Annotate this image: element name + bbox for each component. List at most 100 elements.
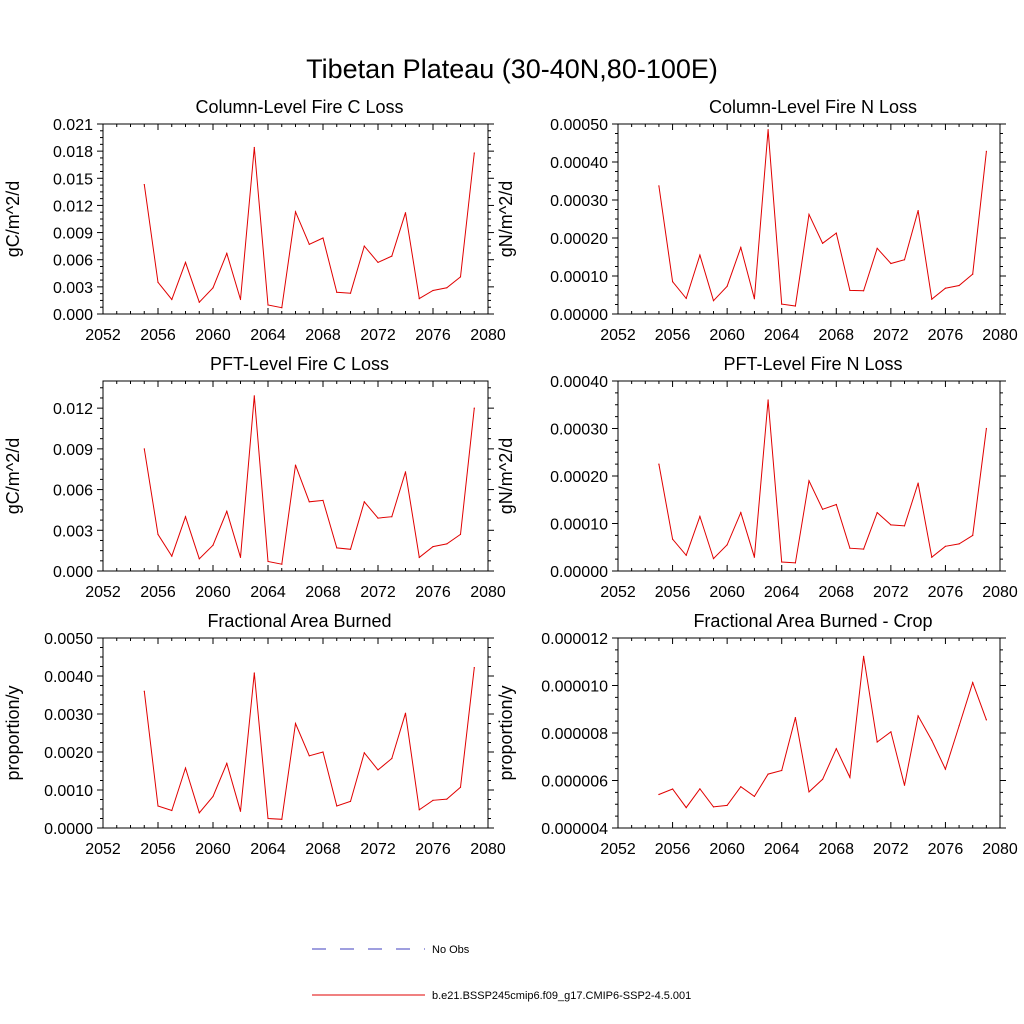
data-point — [726, 544, 728, 546]
data-point — [903, 525, 906, 527]
panel-title: PFT-Level Fire N Loss — [723, 354, 902, 374]
data-point — [808, 213, 810, 215]
data-point — [267, 560, 269, 563]
x-tick-label: 2064 — [764, 841, 800, 858]
data-point — [267, 304, 269, 306]
x-tick-label: 2068 — [818, 327, 854, 344]
data-point — [418, 298, 420, 300]
panel-title: Column-Level Fire C Loss — [195, 97, 403, 117]
x-tick-label: 2060 — [195, 327, 231, 344]
data-point — [849, 289, 851, 291]
series-line — [658, 656, 987, 809]
data-point — [473, 407, 475, 409]
y-tick-label: 0.000012 — [541, 631, 608, 648]
data-point — [322, 751, 324, 753]
data-point — [672, 538, 674, 540]
data-point — [890, 262, 892, 265]
x-tick-label: 2064 — [250, 841, 286, 858]
panel-1: 2052 2056 2060 2064 2068 2072 2076 2080 0.000 0.0… — [3, 97, 506, 344]
data-point — [171, 809, 173, 812]
y-tick-label: 0.00000 — [550, 307, 608, 324]
data-point — [281, 818, 283, 820]
data-point — [808, 480, 810, 482]
data-point — [143, 448, 145, 450]
x-tick-label: 2080 — [470, 841, 506, 858]
data-point — [835, 748, 837, 750]
data-point — [308, 501, 310, 503]
x-tick-label: 2076 — [415, 584, 451, 601]
data-point — [726, 285, 728, 287]
data-point — [459, 533, 462, 536]
data-point — [958, 725, 960, 727]
data-point — [239, 556, 242, 559]
x-tick-label: 2068 — [305, 584, 341, 601]
y-tick-label: 0.0040 — [44, 669, 93, 686]
data-point — [363, 501, 365, 503]
data-point — [863, 548, 865, 550]
data-point — [171, 298, 173, 301]
data-point — [972, 534, 974, 537]
y-tick-label: 0.00020 — [550, 469, 608, 486]
data-point — [391, 757, 393, 760]
data-point — [184, 767, 187, 769]
data-point — [253, 672, 255, 674]
data-point — [712, 300, 715, 302]
data-point — [876, 741, 878, 743]
panel-6: 2052 2056 2060 2064 2068 2072 2076 2080 0.000004… — [496, 611, 1018, 858]
panel-4: 2052 2056 2060 2064 2068 2072 2076 2080 0.00000 0… — [496, 354, 1018, 601]
data-point — [753, 795, 756, 798]
x-tick-label: 2072 — [873, 584, 909, 601]
plot-frame — [102, 380, 489, 572]
y-tick-label: 0.0000 — [44, 821, 93, 838]
data-point — [917, 715, 919, 717]
x-tick-label: 2060 — [195, 584, 231, 601]
y-axis-label: proportion/y — [3, 685, 23, 780]
data-point — [212, 544, 214, 546]
data-point — [767, 399, 769, 401]
x-tick-label: 2076 — [928, 327, 964, 344]
data-point — [903, 784, 906, 786]
figure-title: Tibetan Plateau (30-40N,80-100E) — [306, 54, 718, 84]
data-point — [198, 301, 200, 303]
y-tick-label: 0.003 — [53, 523, 93, 540]
panel-title: Column-Level Fire N Loss — [709, 97, 917, 117]
series-line — [143, 395, 475, 565]
x-tick-label: 2080 — [982, 841, 1018, 858]
data-point — [253, 146, 255, 149]
data-point — [753, 556, 756, 558]
series-line — [143, 667, 475, 820]
y-tick-label: 0.00010 — [550, 517, 608, 534]
data-point — [822, 778, 824, 780]
x-tick-label: 2072 — [360, 841, 396, 858]
series-line — [658, 129, 987, 307]
data-point — [767, 773, 769, 775]
panel-title: Fractional Area Burned — [207, 611, 391, 631]
data-point — [377, 517, 379, 519]
data-point — [972, 273, 974, 275]
panel-3: 2052 2056 2060 2064 2068 2072 2076 2080 0.000 0.0… — [3, 354, 506, 601]
y-tick-label: 0.021 — [53, 117, 93, 134]
data-point — [699, 254, 701, 256]
x-tick-label: 2076 — [415, 841, 451, 858]
x-tick-label: 2076 — [415, 327, 451, 344]
x-tick-label: 2056 — [140, 841, 176, 858]
x-tick-label: 2068 — [818, 584, 854, 601]
y-axis-label: gN/m^2/d — [496, 181, 516, 257]
data-point — [308, 243, 310, 245]
data-point — [459, 276, 462, 278]
y-tick-label: 0.00020 — [550, 231, 608, 248]
series-line — [658, 399, 987, 564]
x-tick-label: 2064 — [250, 327, 286, 344]
data-point — [473, 667, 475, 669]
data-point — [740, 786, 742, 788]
data-point — [794, 562, 797, 564]
data-point — [726, 804, 728, 807]
plot-frame — [617, 637, 1001, 829]
data-point — [226, 510, 228, 512]
data-point — [157, 281, 159, 283]
data-point — [184, 261, 187, 263]
x-tick-label: 2080 — [982, 327, 1018, 344]
x-tick-label: 2080 — [982, 584, 1018, 601]
data-point — [740, 246, 742, 249]
